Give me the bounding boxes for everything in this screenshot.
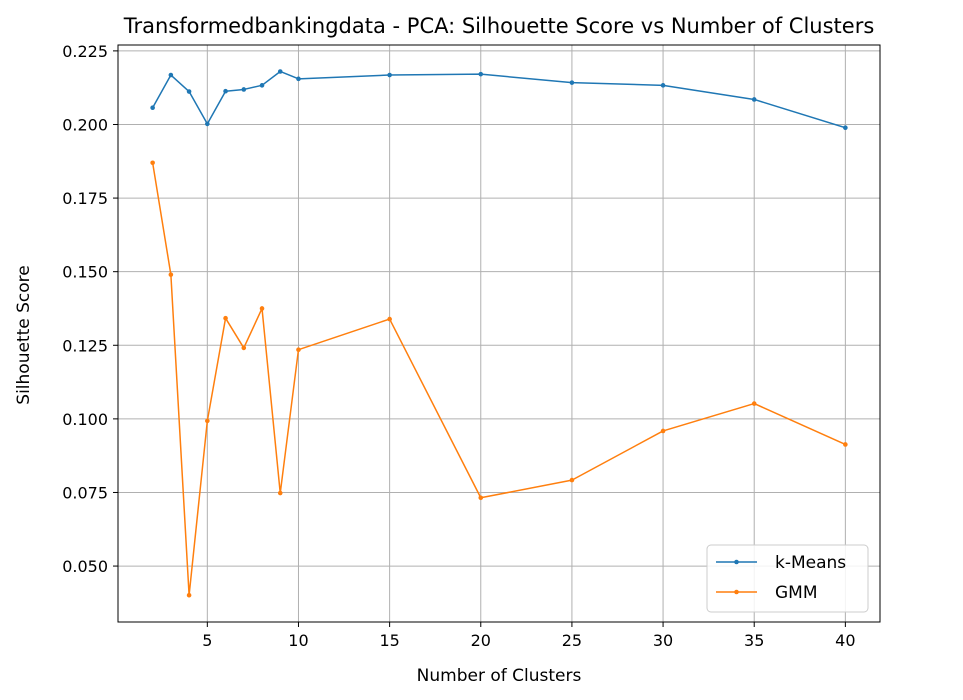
data-point-k-means [387,72,392,78]
data-point-gmm [277,490,283,496]
data-point-gmm [660,428,666,434]
x-tick-label: 5 [202,631,212,650]
data-point-gmm [223,315,228,321]
data-point-gmm [478,495,484,501]
data-point-gmm [259,306,265,311]
data-point-k-means [277,69,283,74]
y-tick-label: 0.075 [62,483,108,502]
data-point-gmm [296,347,301,352]
x-tick-label: 20 [471,631,491,650]
data-point-gmm [387,316,392,322]
data-point-k-means [241,87,247,92]
ticks: 5 10 15 20 25 30 35 40 0.050 0.075 0.100 0.125 0.150… [62,42,855,650]
series-line-k-means [151,70,846,129]
series-layer [150,69,848,598]
data-point-gmm [241,345,247,351]
data-point-gmm [843,442,848,447]
y-tick-label: 0.225 [62,42,108,61]
series-line-gmm [151,162,846,596]
x-tick-label: 40 [835,631,855,650]
plot-frame [117,44,881,623]
legend: k-Means GMM [706,544,869,613]
y-tick-label: 0.050 [62,557,108,576]
data-point-gmm [186,592,192,598]
x-tick-label: 10 [288,631,308,650]
x-axis-label: Number of Clusters [417,666,582,686]
data-point-k-means [186,89,192,94]
legend-marker-gmm [734,589,739,595]
y-tick-label: 0.175 [62,189,108,208]
data-point-k-means [569,80,575,85]
data-point-k-means [296,76,301,82]
x-tick-label: 35 [744,631,764,650]
y-tick-label: 0.150 [62,263,108,282]
x-tick-label: 15 [379,631,399,650]
y-tick-label: 0.200 [62,115,108,134]
data-point-k-means [168,72,174,78]
data-point-gmm [168,272,174,277]
y-tick-label: 0.125 [62,336,108,355]
data-point-gmm [751,401,757,406]
legend-label-kmeans: k-Means [775,553,846,573]
y-axis-label: Silhouette Score [14,265,34,404]
legend-label-gmm: GMM [775,583,818,603]
y-tick-label: 0.100 [62,410,108,429]
data-point-gmm [569,477,575,483]
data-point-k-means [660,83,666,88]
data-point-k-means [843,125,848,131]
data-point-gmm [150,160,155,166]
data-point-k-means [259,83,265,88]
data-point-k-means [205,121,210,127]
grid [118,45,880,622]
data-point-k-means [478,71,484,77]
chart-title: Transformedbankingdata - PCA: Silhouette… [123,14,875,38]
data-point-k-means [751,97,757,102]
data-point-k-means [150,105,155,111]
x-tick-label: 25 [562,631,582,650]
legend-marker-kmeans [734,559,739,565]
x-tick-label: 30 [653,631,673,650]
data-point-gmm [205,418,210,424]
data-point-k-means [223,88,228,94]
